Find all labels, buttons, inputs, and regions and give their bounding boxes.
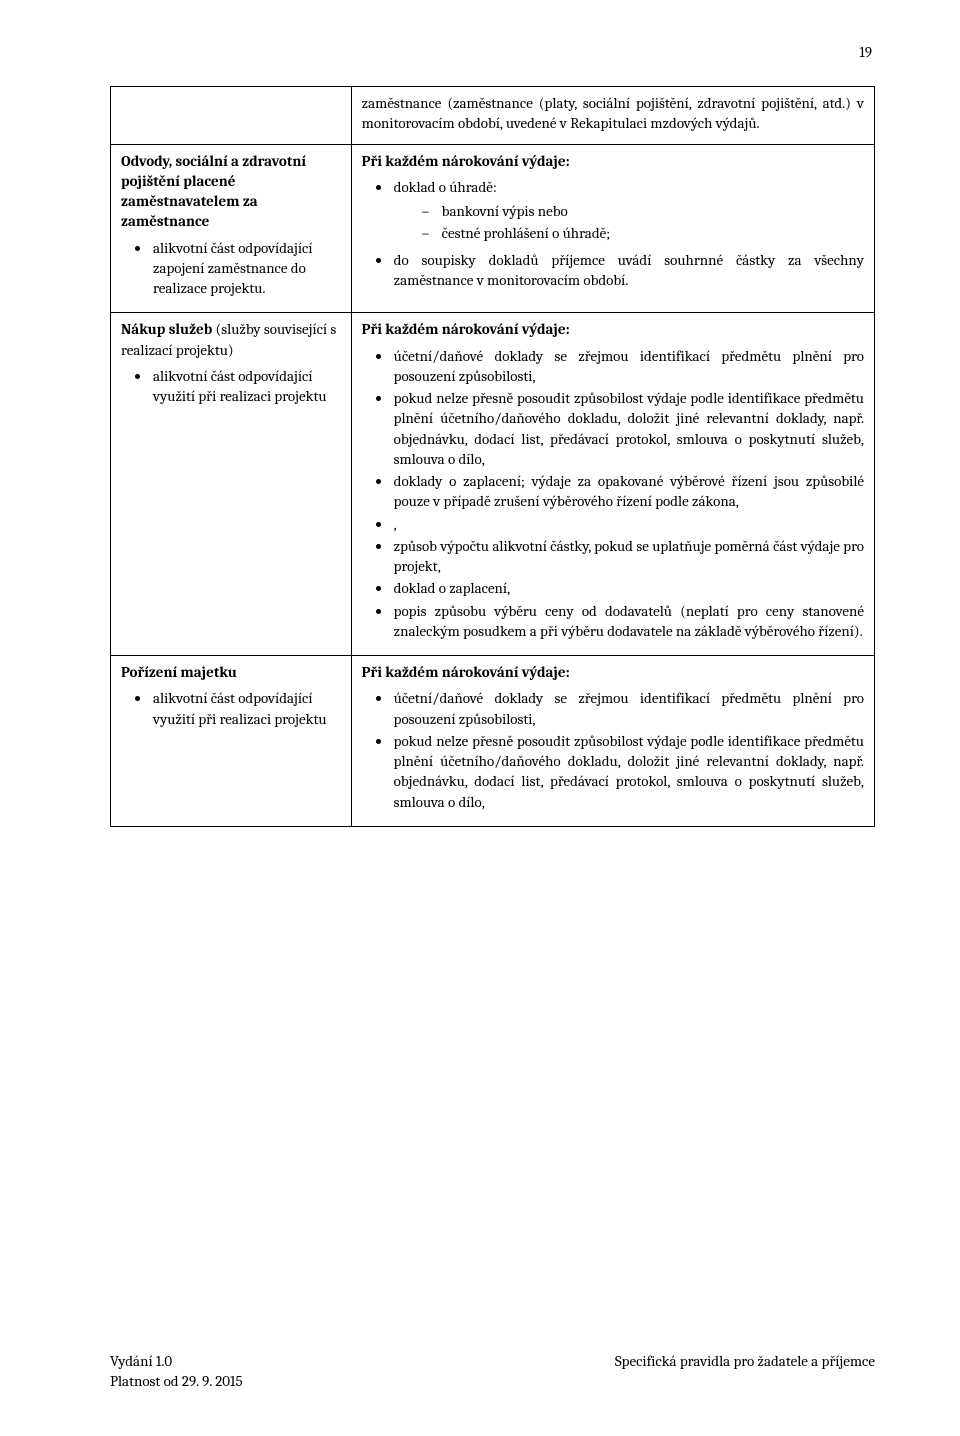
cell-left-3: Pořízení majetku alikvotní část odpovída… [111, 656, 352, 827]
row1-right-b1: doklad o úhradě: bankovní výpis nebo čes… [392, 177, 864, 244]
page-footer: Vydání 1.0 Platnost od 29. 9. 2015 Speci… [110, 1351, 875, 1392]
row2-left-bullet: alikvotní část odpovídající využití při … [151, 366, 341, 407]
footer-right: Specifická pravidla pro žadatele a příje… [615, 1351, 875, 1392]
content-table: zaměstnance (zaměstnance (platy, sociáln… [110, 86, 875, 827]
row2-b1: účetní/daňové doklady se zřejmou identif… [392, 346, 864, 387]
row2-right-heading: Při každém nárokování výdaje: [362, 319, 864, 339]
row3-right-heading: Při každém nárokování výdaje: [362, 662, 864, 682]
row2-b5: způsob výpočtu alikvotní částky, pokud s… [392, 536, 864, 577]
cell-right-3: Při každém nárokování výdaje: účetní/daň… [351, 656, 874, 827]
cell-right-1: Při každém nárokování výdaje: doklad o ú… [351, 144, 874, 313]
cell-left-2: Nákup služeb (služby související s reali… [111, 313, 352, 656]
row1-left-title: Odvody, sociální a zdravotní pojištění p… [121, 151, 341, 232]
row1-right-heading: Při každém nárokování výdaje: [362, 151, 864, 171]
row1-right-b2: do soupisky dokladů příjemce uvádí souhr… [392, 250, 864, 291]
cell-right-0: zaměstnance (zaměstnance (platy, sociáln… [351, 87, 874, 145]
table-row: zaměstnance (zaměstnance (platy, sociáln… [111, 87, 875, 145]
row2-b2: pokud nelze přesně posoudit způsobilost … [392, 388, 864, 469]
row2-left-title: Nákup služeb [121, 320, 212, 338]
cell-left-0 [111, 87, 352, 145]
table-row: Odvody, sociální a zdravotní pojištění p… [111, 144, 875, 313]
footer-line1: Vydání 1.0 [110, 1351, 243, 1371]
row2-b7: popis způsobu výběru ceny od dodavatelů … [392, 601, 864, 642]
page-number: 19 [859, 42, 872, 62]
row0-text: zaměstnance (zaměstnance (platy, sociáln… [362, 94, 864, 132]
row2-b3: doklady o zaplacení; výdaje za opakované… [392, 471, 864, 512]
row3-left-bullet: alikvotní část odpovídající využití při … [151, 688, 341, 729]
footer-line2: Platnost od 29. 9. 2015 [110, 1371, 243, 1391]
row1-left-bullet: alikvotní část odpovídající zapojení zam… [151, 238, 341, 299]
row1-right-b1-text: doklad o úhradě: [394, 178, 497, 196]
row3-b2: pokud nelze přesně posoudit způsobilost … [392, 731, 864, 812]
row1-right-dash1: bankovní výpis nebo [422, 201, 864, 221]
cell-right-2: Při každém nárokování výdaje: účetní/daň… [351, 313, 874, 656]
row3-left-title: Pořízení majetku [121, 662, 341, 682]
row2-left-title-line: Nákup služeb (služby související s reali… [121, 319, 341, 360]
cell-left-1: Odvody, sociální a zdravotní pojištění p… [111, 144, 352, 313]
table-row: Pořízení majetku alikvotní část odpovída… [111, 656, 875, 827]
row2-b6: doklad o zaplacení, [392, 578, 864, 598]
row3-b1: účetní/daňové doklady se zřejmou identif… [392, 688, 864, 729]
row1-right-dash2: čestné prohlášení o úhradě; [422, 223, 864, 243]
table-row: Nákup služeb (služby související s reali… [111, 313, 875, 656]
footer-left: Vydání 1.0 Platnost od 29. 9. 2015 [110, 1351, 243, 1392]
row2-b4: , [392, 514, 864, 534]
